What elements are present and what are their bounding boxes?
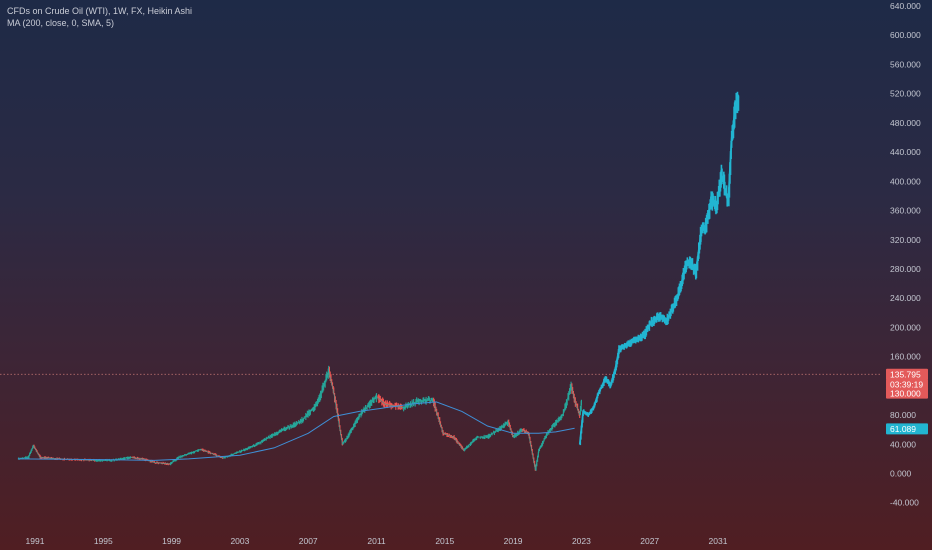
x-tick-label: 2015 — [435, 536, 454, 546]
x-tick-label: 1995 — [94, 536, 113, 546]
y-tick-label: 200.000 — [890, 322, 921, 332]
price-tag-label: 135.795 — [890, 370, 921, 380]
x-tick-label: 2027 — [640, 536, 659, 546]
y-tick-label: 560.000 — [890, 59, 921, 69]
x-tick-label: 2011 — [367, 536, 386, 546]
projection-series — [578, 91, 740, 446]
price-tag: 135.795 — [886, 368, 928, 380]
price-tag-box — [886, 387, 928, 399]
price-tag-label: 130.000 — [890, 388, 921, 398]
y-tick-label: 160.000 — [890, 352, 921, 362]
y-tick-label: 240.000 — [890, 293, 921, 303]
x-tick-label: 1999 — [162, 536, 181, 546]
x-tick-label: 2007 — [299, 536, 318, 546]
y-tick-label: 480.000 — [890, 118, 921, 128]
price-tag-box — [886, 378, 928, 390]
price-tag-box — [886, 423, 928, 435]
y-tick-label: 400.000 — [890, 176, 921, 186]
x-tick-label: 2003 — [230, 536, 249, 546]
price-tag-label: 03:39:19 — [890, 380, 923, 390]
projection-trace — [578, 97, 740, 445]
y-tick-label: 0.000 — [890, 469, 912, 479]
price-tag: 61.089 — [886, 423, 928, 435]
y-tick-label: 80.000 — [890, 410, 916, 420]
price-tag: 03:39:19 — [886, 378, 928, 390]
price-tag: 130.000 — [886, 387, 928, 399]
y-tick-label: 320.000 — [890, 235, 921, 245]
price-tag-box — [886, 368, 928, 380]
indicator-label[interactable]: MA (200, close, 0, SMA, 5) — [7, 18, 115, 28]
x-tick-label: 2019 — [504, 536, 523, 546]
x-tick-label: 2023 — [572, 536, 591, 546]
y-tick-label: 520.000 — [890, 89, 921, 99]
y-tick-label: 40.000 — [890, 439, 916, 449]
y-tick-label: 440.000 — [890, 147, 921, 157]
x-tick-label: 2031 — [709, 536, 728, 546]
historic-series — [17, 365, 582, 471]
moving-average-line — [17, 401, 575, 461]
y-tick-label: 600.000 — [890, 30, 921, 40]
y-tick-label: -40.000 — [890, 498, 919, 508]
historic-trace — [17, 369, 582, 470]
y-tick-label: 360.000 — [890, 206, 921, 216]
x-tick-label: 1991 — [26, 536, 45, 546]
price-tag-label: 61.089 — [890, 424, 916, 434]
y-tick-label: 640.000 — [890, 1, 921, 11]
y-tick-label: 280.000 — [890, 264, 921, 274]
symbol-title[interactable]: CFDs on Crude Oil (WTI), 1W, FX, Heikin … — [7, 6, 193, 16]
chart-legend: CFDs on Crude Oil (WTI), 1W, FX, Heikin … — [7, 5, 192, 29]
